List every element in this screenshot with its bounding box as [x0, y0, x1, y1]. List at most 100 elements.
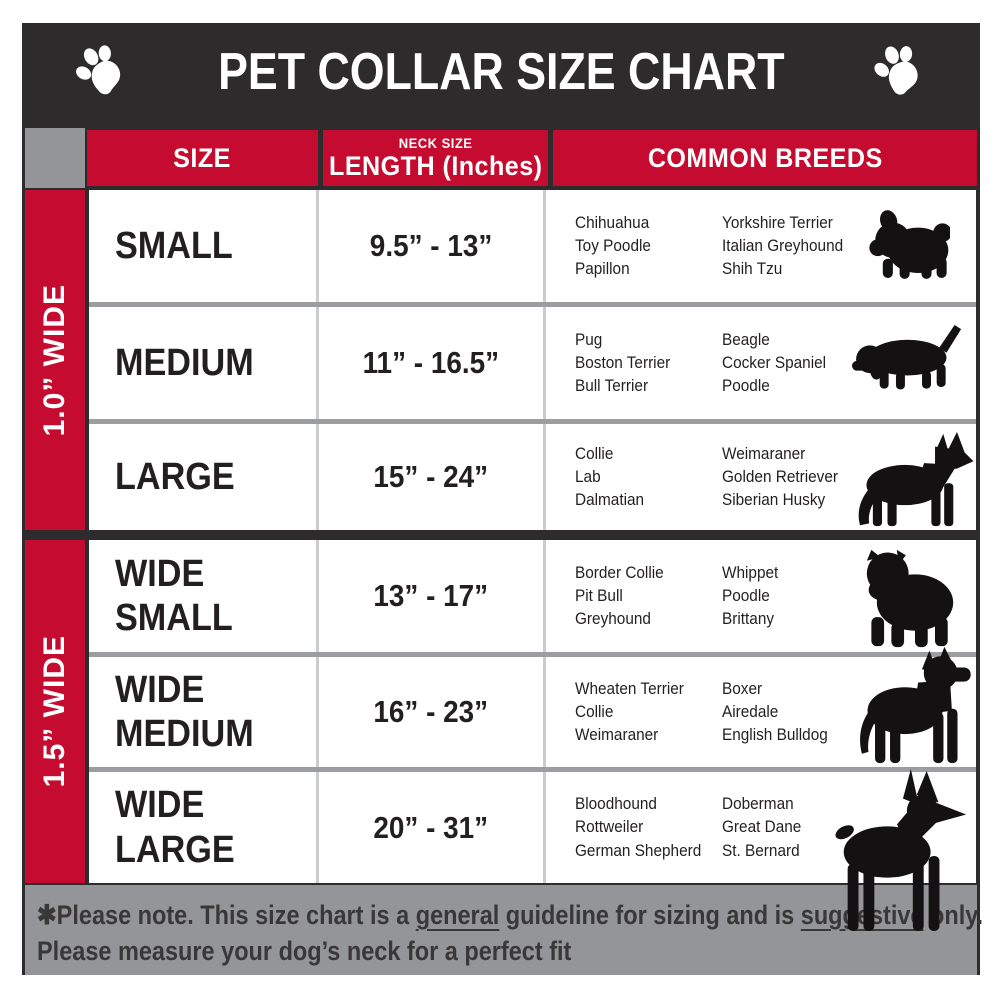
row-divider [89, 302, 976, 307]
neck-size-cell: 20” - 31” [319, 772, 546, 883]
table-row-wide-large: WIDE LARGE 20” - 31” Bloodhound Rottweil… [89, 769, 976, 931]
size-label: LARGE [115, 455, 235, 498]
breed-name: Toy Poodle [575, 236, 651, 255]
breed-name: Weimaraner [575, 726, 659, 745]
neck-size-cell: 11” - 16.5” [319, 307, 546, 419]
neck-size-cell: 16” - 23” [319, 657, 546, 767]
footer-note-line-2: Please measure your dog’s neck for a per… [37, 936, 572, 967]
breeds-column-2: Whippet Poodle Brittany [722, 563, 872, 629]
header-common-breeds: COMMON BREEDS [553, 130, 977, 186]
asterisk-icon: ✱ [37, 900, 57, 930]
breed-name: Pug [575, 330, 603, 349]
size-cell: LARGE [89, 424, 319, 530]
breed-name: Greyhound [575, 610, 651, 629]
size-label: WIDE SMALL [115, 552, 233, 639]
breeds-cell: Border Collie Pit Bull Greyhound Whippet… [546, 540, 976, 652]
breed-name: Yorkshire Terrier [722, 213, 833, 232]
size-label: WIDE LARGE [115, 784, 235, 871]
header-corner-cell [25, 128, 85, 188]
breed-name: Chihuahua [575, 213, 650, 232]
table-row-wide-small: WIDE SMALL 13” - 17” Border Collie Pit B… [89, 540, 976, 652]
breeds-column-1: Wheaten Terrier Collie Weimaraner [575, 679, 722, 745]
neck-size-value: 16” - 23” [373, 694, 489, 729]
pit-bull-silhouette-icon [854, 645, 972, 765]
breeds-column-1: Border Collie Pit Bull Greyhound [575, 563, 722, 629]
breed-name: Lab [575, 467, 601, 486]
breeds-cell: Chihuahua Toy Poodle Papillon Yorkshire … [546, 190, 976, 302]
row-divider [89, 767, 976, 772]
breed-name: Collie [575, 444, 614, 463]
breeds-column-1: Bloodhound Rottweiler German Shepherd [575, 794, 722, 860]
header-neck-main-label: LENGTH (Inches) [328, 150, 543, 181]
table-row-medium: MEDIUM 11” - 16.5” Pug Boston Terrier Bu… [89, 307, 976, 419]
breeds-column-2: Yorkshire Terrier Italian Greyhound Shih… [722, 213, 872, 279]
section-divider [89, 530, 976, 540]
breeds-cell: Wheaten Terrier Collie Weimaraner Boxer … [546, 646, 976, 767]
section-bar-1-inch-wide: 1.0” WIDE [25, 190, 85, 530]
breed-name: Beagle [722, 330, 770, 349]
breed-name: St. Bernard [722, 841, 800, 860]
breed-name: Poodle [722, 377, 770, 396]
neck-size-value: 15” - 24” [373, 459, 489, 494]
neck-size-value: 13” - 17” [373, 578, 489, 613]
breed-name: Airedale [722, 702, 779, 721]
breed-name: Boston Terrier [575, 353, 671, 372]
footer-note-line-1: ✱Please note. This size chart is a gener… [37, 897, 983, 933]
neck-size-value: 11” - 16.5” [362, 345, 500, 380]
breed-name: Pit Bull [575, 586, 623, 605]
header-neck-size: NECK SIZE LENGTH (Inches) [323, 130, 548, 186]
size-cell: WIDE LARGE [89, 772, 319, 883]
size-cell: SMALL [89, 190, 319, 302]
breed-name: Collie [575, 702, 614, 721]
german-shepherd-silhouette-icon [854, 432, 974, 528]
breeds-column-2: Boxer Airedale English Bulldog [722, 679, 872, 745]
table-row-large: LARGE 15” - 24” Collie Lab Dalmatian Wei… [89, 424, 976, 530]
table-row-small: SMALL 9.5” - 13” Chihuahua Toy Poodle Pa… [89, 190, 976, 302]
breed-name: Whippet [722, 563, 779, 582]
breed-name: Shih Tzu [722, 260, 783, 279]
breed-name: Golden Retriever [722, 467, 839, 486]
paw-print-icon [69, 39, 135, 105]
breed-name: Bloodhound [575, 795, 657, 814]
neck-size-cell: 13” - 17” [319, 540, 546, 652]
header-breeds-label: COMMON BREEDS [647, 142, 883, 173]
breed-name: Brittany [722, 610, 775, 629]
size-chart-panel: PET COLLAR SIZE CHART SIZE NECK SIZE LEN… [22, 23, 983, 975]
breed-name: Italian Greyhound [722, 236, 844, 255]
table-row-wide-medium: WIDE MEDIUM 16” - 23” Wheaten Terrier Co… [89, 646, 976, 767]
header-size: SIZE [87, 130, 318, 186]
note-text: guideline for sizing and is [499, 900, 801, 930]
page-title: PET COLLAR SIZE CHART [217, 43, 785, 101]
breeds-cell: Bloodhound Rottweiler German Shepherd Do… [546, 769, 976, 931]
paw-print-icon [868, 40, 932, 104]
note-underlined-word: general [415, 900, 500, 930]
breeds-column-1: Collie Lab Dalmatian [575, 444, 722, 510]
neck-size-value: 9.5” - 13” [369, 228, 493, 263]
breeds-cell: Collie Lab Dalmatian Weimaraner Golden R… [546, 424, 976, 530]
breed-name: Great Dane [722, 818, 802, 837]
beagle-silhouette-icon [852, 321, 966, 391]
header-size-label: SIZE [173, 142, 232, 173]
size-cell: WIDE SMALL [89, 540, 319, 652]
breed-name: Weimaraner [722, 444, 806, 463]
section-bar-1-5-inch-wide: 1.5” WIDE [25, 540, 85, 883]
breeds-column-1: Pug Boston Terrier Bull Terrier [575, 330, 722, 396]
doberman-silhouette-icon [820, 768, 978, 936]
breed-name: Dalmatian [575, 491, 645, 510]
breeds-column-2: Beagle Cocker Spaniel Poodle [722, 330, 872, 396]
breeds-column-2: Doberman Great Dane St. Bernard [722, 794, 872, 860]
note-underlined-word: suggestive [800, 900, 924, 930]
breed-name: Rottweiler [575, 818, 644, 837]
breed-name: Doberman [722, 795, 794, 814]
breed-name: German Shepherd [575, 841, 702, 860]
size-label: SMALL [115, 224, 233, 267]
breed-name: Border Collie [575, 563, 664, 582]
breed-name: Bull Terrier [575, 377, 649, 396]
breeds-cell: Pug Boston Terrier Bull Terrier Beagle C… [546, 307, 976, 419]
breed-name: Cocker Spaniel [722, 353, 827, 372]
size-label: WIDE MEDIUM [115, 668, 254, 755]
row-divider [89, 419, 976, 424]
size-label: MEDIUM [115, 341, 254, 384]
section-label: 1.5” WIDE [38, 635, 71, 788]
title-bar: PET COLLAR SIZE CHART [22, 23, 980, 121]
